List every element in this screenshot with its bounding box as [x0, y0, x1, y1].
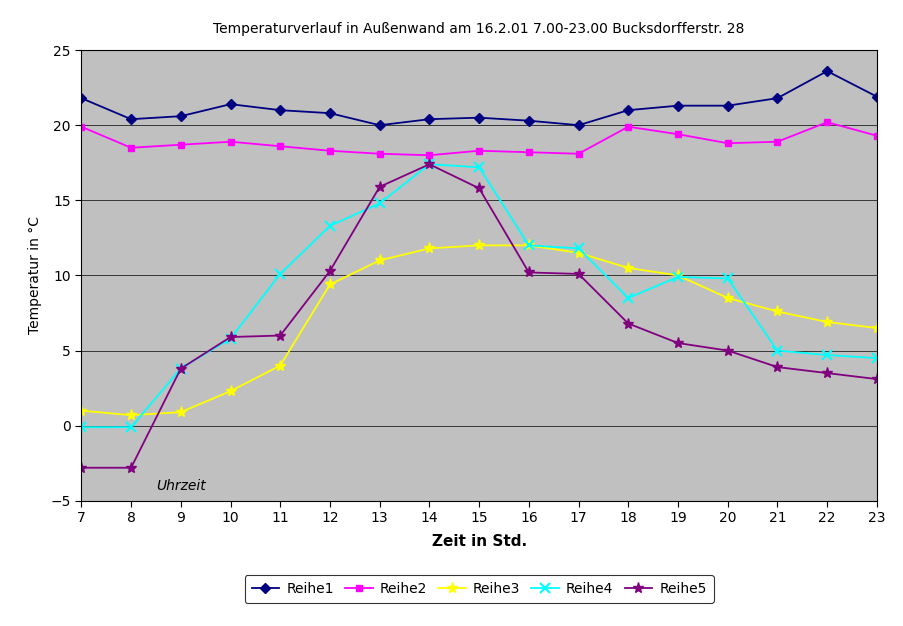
Reihe1: [275, 106, 285, 114]
Line: Reihe2: Reihe2: [78, 119, 880, 159]
Reihe3: [424, 245, 434, 252]
Reihe1: [622, 106, 633, 114]
Line: Reihe5: Reihe5: [76, 159, 881, 473]
Reihe1: [175, 113, 186, 120]
Reihe3: [672, 272, 683, 279]
Title: Temperaturverlauf in Außenwand am 16.2.01 7.00-23.00 Bucksdorfferstr. 28: Temperaturverlauf in Außenwand am 16.2.0…: [213, 23, 744, 36]
Reihe1: [672, 102, 683, 110]
Reihe2: [622, 123, 633, 130]
Reihe3: [473, 242, 484, 249]
Reihe2: [76, 123, 87, 130]
Reihe3: [622, 264, 633, 272]
Reihe5: [424, 160, 434, 168]
Reihe2: [275, 143, 285, 150]
Reihe2: [870, 132, 881, 140]
Reihe4: [672, 273, 683, 280]
Reihe4: [573, 245, 583, 252]
Reihe4: [771, 347, 782, 354]
Reihe4: [324, 222, 335, 230]
Reihe1: [324, 110, 335, 117]
Reihe5: [175, 365, 186, 372]
Reihe4: [424, 160, 434, 168]
Reihe2: [672, 130, 683, 138]
Reihe3: [523, 242, 534, 249]
Reihe3: [721, 294, 732, 302]
Y-axis label: Temperatur in °C: Temperatur in °C: [28, 217, 42, 334]
Reihe3: [126, 411, 136, 419]
Reihe2: [324, 147, 335, 155]
Reihe1: [523, 117, 534, 125]
X-axis label: Zeit in Std.: Zeit in Std.: [431, 533, 526, 548]
Reihe1: [76, 95, 87, 102]
Line: Reihe4: Reihe4: [77, 160, 880, 432]
Reihe4: [523, 242, 534, 249]
Reihe4: [622, 294, 633, 302]
Reihe5: [870, 376, 881, 383]
Reihe2: [473, 147, 484, 155]
Reihe5: [523, 269, 534, 276]
Reihe4: [473, 163, 484, 171]
Reihe3: [225, 387, 236, 395]
Reihe1: [721, 102, 732, 110]
Reihe5: [721, 347, 732, 354]
Reihe4: [225, 335, 236, 342]
Reihe2: [573, 150, 583, 158]
Reihe2: [771, 138, 782, 145]
Reihe3: [870, 324, 881, 332]
Text: Uhrzeit: Uhrzeit: [156, 480, 206, 493]
Reihe1: [870, 93, 881, 100]
Reihe2: [821, 118, 832, 126]
Reihe2: [721, 140, 732, 147]
Reihe1: [473, 114, 484, 121]
Reihe1: [821, 68, 832, 75]
Reihe2: [175, 141, 186, 148]
Reihe3: [821, 318, 832, 326]
Reihe4: [870, 354, 881, 362]
Reihe5: [821, 369, 832, 377]
Reihe1: [225, 100, 236, 108]
Reihe4: [721, 275, 732, 282]
Reihe3: [324, 280, 335, 288]
Reihe5: [374, 183, 385, 190]
Reihe4: [175, 365, 186, 372]
Reihe1: [126, 115, 136, 123]
Reihe3: [275, 362, 285, 369]
Line: Reihe1: Reihe1: [78, 68, 880, 129]
Reihe4: [76, 423, 87, 431]
Reihe3: [76, 407, 87, 414]
Reihe2: [424, 151, 434, 159]
Line: Reihe3: Reihe3: [76, 240, 881, 421]
Reihe5: [622, 320, 633, 327]
Reihe1: [424, 115, 434, 123]
Reihe1: [573, 121, 583, 129]
Reihe5: [126, 464, 136, 471]
Reihe1: [771, 95, 782, 102]
Reihe5: [76, 464, 87, 471]
Reihe5: [672, 339, 683, 347]
Reihe5: [225, 333, 236, 341]
Reihe5: [573, 270, 583, 278]
Reihe5: [324, 267, 335, 275]
Reihe5: [771, 363, 782, 371]
Reihe4: [275, 270, 285, 278]
Reihe5: [473, 185, 484, 192]
Reihe1: [374, 121, 385, 129]
Reihe2: [126, 144, 136, 151]
Reihe4: [821, 351, 832, 359]
Reihe3: [175, 408, 186, 416]
Reihe3: [374, 257, 385, 264]
Reihe3: [573, 249, 583, 257]
Reihe4: [374, 200, 385, 207]
Reihe2: [374, 150, 385, 158]
Reihe5: [275, 332, 285, 339]
Reihe2: [523, 148, 534, 156]
Reihe2: [225, 138, 236, 145]
Legend: Reihe1, Reihe2, Reihe3, Reihe4, Reihe5: Reihe1, Reihe2, Reihe3, Reihe4, Reihe5: [245, 575, 712, 603]
Reihe4: [126, 423, 136, 431]
Reihe3: [771, 308, 782, 316]
